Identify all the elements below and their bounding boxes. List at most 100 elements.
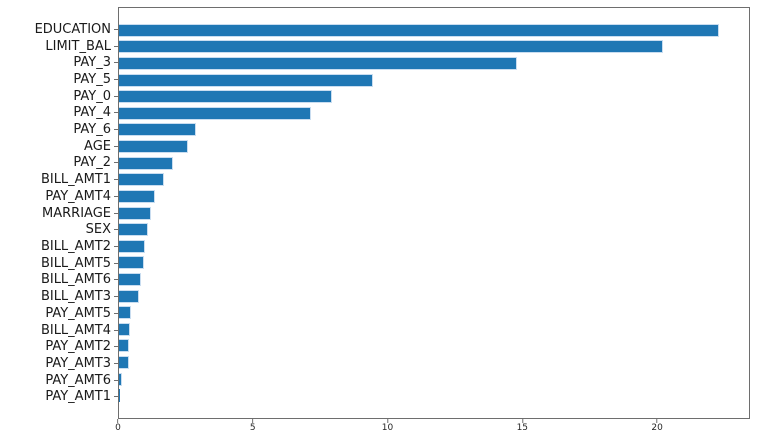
bar [119,57,518,71]
x-tick-label: 5 [249,423,256,433]
y-tick-row: SEX [0,221,118,238]
y-tick-row: PAY_AMT1 [0,388,118,405]
x-tick-label: 0 [115,423,121,433]
y-tick-row: PAY_0 [0,88,118,105]
y-tick-row: PAY_AMT2 [0,338,118,355]
bar [119,106,312,120]
x-tick-mark [387,419,389,423]
y-tick-mark [114,212,118,214]
y-tick-label: PAY_AMT3 [45,355,111,371]
bar-row [119,72,749,89]
y-tick-label: BILL_AMT6 [40,272,111,288]
y-tick-row: BILL_AMT3 [0,288,118,305]
y-tick-label: SEX [85,222,111,238]
bar [119,156,173,170]
y-tick-label: BILL_AMT2 [40,238,111,254]
y-tick-row: PAY_AMT3 [0,355,118,372]
bars-container [119,8,749,418]
y-tick-mark [114,62,118,64]
y-tick-mark [114,245,118,247]
x-axis: 0 5 10 15 20 [115,419,749,439]
y-tick-row: AGE [0,138,118,155]
y-tick-row: PAY_AMT4 [0,188,118,205]
bar-row [119,238,749,255]
y-tick-mark [114,145,118,147]
bar-row [119,321,749,338]
x-tick: 20 [651,419,663,434]
y-tick-mark [114,179,118,181]
y-tick-label: LIMIT_BAL [45,38,111,54]
bar-row [119,304,749,321]
y-tick-label: PAY_0 [73,88,111,104]
bar-row [119,205,749,222]
y-tick-label: PAY_AMT1 [45,389,111,405]
y-tick-label: BILL_AMT1 [40,172,111,188]
bar-row [119,155,749,172]
x-tick-label: 10 [381,423,394,433]
bar [119,90,332,104]
y-tick-label: PAY_AMT4 [45,188,111,204]
y-tick-label: PAY_4 [73,105,111,121]
y-tick-mark [114,379,118,381]
bar-row [119,387,749,404]
bar [119,239,145,253]
y-tick-mark [114,129,118,131]
bar [119,173,165,187]
y-tick-mark [114,95,118,97]
bar [119,23,720,37]
y-tick-mark [114,162,118,164]
y-tick-row: PAY_6 [0,121,118,138]
x-tick: 10 [382,419,393,434]
y-tick-mark [114,329,118,331]
y-tick-label: PAY_5 [73,71,111,87]
bar [119,123,196,137]
y-tick-mark [114,112,118,114]
y-axis-labels: EDUCATION LIMIT_BAL PAY_3 PAY_5 PAY_0 PAY_4 PA… [0,7,118,419]
y-tick-mark [114,28,118,30]
bar-row [119,338,749,355]
bar-row [119,105,749,122]
y-tick-row: PAY_3 [0,54,118,71]
y-tick-mark [114,195,118,197]
bar-row [119,55,749,72]
bar-row [119,255,749,272]
x-tick-label: 20 [651,423,663,433]
y-tick-label: EDUCATION [34,21,111,37]
y-tick-label: PAY_AMT2 [45,339,111,355]
bar [119,189,156,203]
y-tick-mark [114,362,118,364]
bar [119,206,152,220]
y-tick-label: MARRIAGE [42,205,111,221]
bar [119,223,149,237]
x-tick: 0 [115,419,121,434]
y-tick-mark [114,78,118,80]
bar-row [119,88,749,105]
y-tick-row: MARRIAGE [0,205,118,222]
y-tick-label: BILL_AMT3 [40,289,111,305]
y-tick-mark [114,396,118,398]
y-tick-row: PAY_5 [0,71,118,88]
bar [119,256,145,270]
y-tick-row: PAY_2 [0,155,118,172]
plot-area [118,7,750,419]
bar-row [119,122,749,139]
bar [119,73,374,87]
x-tick-mark [656,419,658,423]
y-tick-row: BILL_AMT4 [0,322,118,339]
y-tick-mark [114,296,118,298]
y-tick-row: EDUCATION [0,21,118,38]
y-tick-row: PAY_AMT5 [0,305,118,322]
y-tick-row: PAY_AMT6 [0,372,118,389]
bar-row [119,188,749,205]
bar [119,389,120,403]
y-tick-row: BILL_AMT2 [0,238,118,255]
bar-row [119,22,749,39]
y-tick-label: AGE [84,138,111,154]
y-tick-label: PAY_AMT5 [45,305,111,321]
bar-row [119,171,749,188]
y-tick-label: PAY_6 [73,122,111,138]
bar-row [119,39,749,56]
y-tick-row: BILL_AMT1 [0,171,118,188]
x-tick-mark [521,419,523,423]
